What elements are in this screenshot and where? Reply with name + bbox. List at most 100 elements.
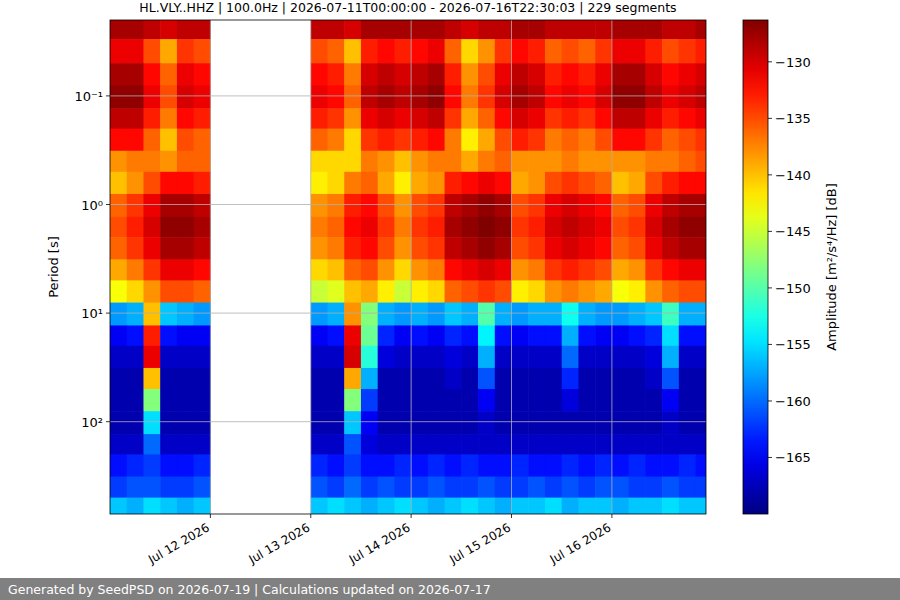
cell <box>461 151 478 173</box>
cell <box>562 368 579 390</box>
cell <box>696 237 706 260</box>
tick-label: Jul 13 2026 <box>246 520 313 567</box>
cell <box>143 368 160 390</box>
tick <box>411 514 412 518</box>
cell <box>645 368 662 390</box>
cell <box>394 63 411 86</box>
cell <box>361 194 378 217</box>
cell <box>461 85 478 108</box>
cell <box>562 39 579 64</box>
cell <box>696 259 706 281</box>
cell <box>361 259 378 281</box>
cell <box>562 389 579 412</box>
cell <box>696 498 706 514</box>
cell <box>160 217 177 238</box>
cell <box>679 411 696 434</box>
cell <box>344 280 361 303</box>
cell <box>344 151 361 173</box>
cell <box>311 454 328 477</box>
cell <box>411 85 428 108</box>
cell <box>127 85 144 108</box>
colorbar-tick-label: −150 <box>775 281 811 296</box>
cell <box>394 346 411 369</box>
cell <box>194 172 211 195</box>
cell <box>311 85 328 108</box>
cell <box>495 498 512 514</box>
cell <box>177 346 194 369</box>
cell <box>378 411 395 434</box>
cell <box>595 368 612 390</box>
cell <box>679 20 696 40</box>
cell <box>445 151 462 173</box>
cell <box>645 411 662 434</box>
cell <box>645 108 662 129</box>
cell <box>595 280 612 303</box>
tick-label: 10⁰ <box>81 198 103 213</box>
cell <box>143 454 160 477</box>
cell <box>595 411 612 434</box>
cell <box>428 259 445 281</box>
cell <box>194 411 211 434</box>
cell <box>478 280 495 303</box>
cell <box>311 389 328 412</box>
cell <box>445 389 462 412</box>
cell <box>327 217 344 238</box>
cell <box>361 217 378 238</box>
cell <box>645 172 662 195</box>
cell <box>679 368 696 390</box>
cell <box>645 280 662 303</box>
cell <box>645 20 662 40</box>
cell <box>110 237 127 260</box>
cell <box>512 498 529 514</box>
cell <box>411 151 428 173</box>
cell <box>177 172 194 195</box>
cell <box>461 237 478 260</box>
cell <box>378 172 395 195</box>
cell <box>445 454 462 477</box>
cell <box>361 151 378 173</box>
cell <box>461 411 478 434</box>
cell <box>645 498 662 514</box>
cell <box>127 477 144 499</box>
cell <box>394 129 411 152</box>
cell <box>629 325 646 346</box>
cell <box>110 346 127 369</box>
cell <box>445 39 462 64</box>
cell <box>528 477 545 499</box>
cell <box>528 172 545 195</box>
cell <box>679 151 696 173</box>
cell <box>495 411 512 434</box>
cell <box>545 20 562 40</box>
cell <box>696 39 706 64</box>
cell <box>327 194 344 217</box>
cell <box>696 151 706 173</box>
cell <box>110 151 127 173</box>
cell <box>160 498 177 514</box>
cell <box>428 411 445 434</box>
cell <box>461 39 478 64</box>
cell <box>428 85 445 108</box>
colorbar-tick <box>768 457 772 458</box>
cell <box>127 434 144 455</box>
cell <box>194 280 211 303</box>
cell <box>528 368 545 390</box>
cell <box>545 411 562 434</box>
cell <box>110 477 127 499</box>
cell <box>478 237 495 260</box>
cell <box>662 498 679 514</box>
tick <box>106 313 110 314</box>
cell <box>495 129 512 152</box>
cell <box>662 477 679 499</box>
cell <box>545 303 562 326</box>
cell <box>629 85 646 108</box>
cell <box>461 498 478 514</box>
cell <box>110 434 127 455</box>
cell <box>143 259 160 281</box>
cell <box>578 498 595 514</box>
cell <box>478 346 495 369</box>
cell <box>177 434 194 455</box>
cell <box>378 498 395 514</box>
cell <box>428 280 445 303</box>
cell <box>327 63 344 86</box>
cell <box>528 39 545 64</box>
